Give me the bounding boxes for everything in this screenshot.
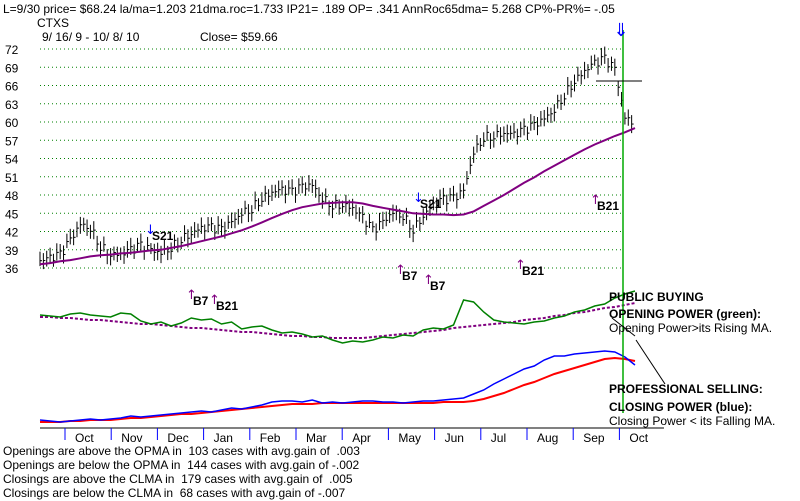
- signal-label: B21: [216, 299, 238, 313]
- public-buying-label: PUBLIC BUYING: [609, 290, 704, 304]
- opening-power-label: OPENING POWER (green):: [609, 307, 761, 321]
- signal-label: B21: [522, 264, 544, 278]
- buy-arrow-icon: ↑: [186, 288, 197, 303]
- buy-arrow-icon: ↑: [395, 263, 406, 278]
- signal-label: S21: [152, 229, 174, 243]
- month-label: Jul: [491, 431, 506, 445]
- ticker-label: CTXS: [37, 16, 69, 30]
- y-tick-label: 45: [5, 207, 19, 221]
- price-axis-ticks: 36 39 42 45 48 51 54 57 60 63 66 69 72: [5, 43, 19, 276]
- closing-power-ma: [40, 356, 636, 423]
- professional-selling-label: PROFESSIONAL SELLING:: [609, 382, 763, 396]
- series-lines: [39, 127, 636, 423]
- sell-arrow-icon: ↓: [145, 223, 156, 238]
- signal-label: S21: [420, 197, 442, 211]
- month-label: Apr: [352, 431, 371, 445]
- sell-arrow-icon: ⇓: [613, 20, 628, 41]
- opening-power-desc: Opening Power>its Rising MA.: [609, 321, 772, 335]
- price-moving-average: [39, 127, 636, 266]
- y-tick-label: 39: [5, 244, 19, 258]
- closing-power-line: [39, 350, 636, 423]
- buy-arrow-icon: ↑: [515, 258, 526, 273]
- y-tick-label: 36: [5, 262, 19, 276]
- stat-closings-above: Closings are above the CLMA in 179 cases…: [3, 472, 353, 486]
- month-label: Dec: [167, 431, 188, 445]
- y-tick-label: 57: [5, 134, 19, 148]
- closing-power-desc: Closing Power < its Falling MA.: [609, 414, 775, 428]
- stat-closings-below: Closings are below the CLMA in 68 cases …: [3, 486, 346, 500]
- closing-power-pointer: [635, 339, 666, 385]
- y-tick-label: 51: [5, 171, 19, 185]
- header-metrics: L=9/30 price= $68.24 la/ma=1.203 21dma.r…: [3, 2, 615, 16]
- date-range-label: 9/ 16/ 9 - 10/ 8/ 10: [42, 30, 140, 44]
- buy-arrow-icon: ↑: [590, 193, 601, 208]
- closing-power-label: CLOSING POWER (blue):: [609, 400, 752, 414]
- month-label: Sep: [583, 431, 605, 445]
- month-label: Mar: [306, 431, 327, 445]
- opening-power-line: [39, 290, 636, 344]
- month-label: Oct: [75, 431, 94, 445]
- month-label: Nov: [121, 431, 142, 445]
- buy-arrow-icon: ↑: [423, 273, 434, 288]
- close-label: Close= $59.66: [200, 30, 278, 44]
- stat-openings-above: Openings are above the OPMA in 103 cases…: [3, 444, 360, 458]
- price-bars: [39, 46, 634, 270]
- signal-label: B21: [597, 199, 619, 213]
- month-label: Oct: [629, 431, 648, 445]
- month-label: Aug: [537, 431, 558, 445]
- y-tick-label: 63: [5, 98, 19, 112]
- stat-openings-below: Openings are below the OPMA in 144 cases…: [3, 458, 360, 472]
- y-tick-label: 66: [5, 80, 19, 94]
- y-tick-label: 69: [5, 61, 19, 75]
- buy-arrow-icon: ↑: [209, 293, 220, 308]
- signal-label: B7: [402, 269, 418, 283]
- signals: ↓S21↓S21 ↑B21↑B7 ↑B21↑B7 ↑B7↑B21: [145, 191, 619, 313]
- signal-label: B7: [430, 279, 446, 293]
- y-tick-label: 48: [5, 189, 19, 203]
- y-tick-label: 42: [5, 226, 19, 240]
- y-tick-label: 54: [5, 153, 19, 167]
- month-label: Jun: [445, 431, 464, 445]
- y-tick-label: 60: [5, 116, 19, 130]
- month-labels: Oct Nov Dec Jan Feb Mar Apr May Jun Jul Aug Sep Oct: [64, 428, 649, 445]
- price-gridlines: [40, 48, 622, 269]
- month-label: Jan: [214, 431, 233, 445]
- opening-power-pointer: [611, 317, 636, 337]
- y-tick-label: 72: [5, 43, 19, 57]
- month-label: Feb: [260, 431, 281, 445]
- month-label: May: [398, 431, 421, 445]
- sell-arrow-icon: ↓: [413, 191, 424, 206]
- signal-label: B7: [193, 294, 209, 308]
